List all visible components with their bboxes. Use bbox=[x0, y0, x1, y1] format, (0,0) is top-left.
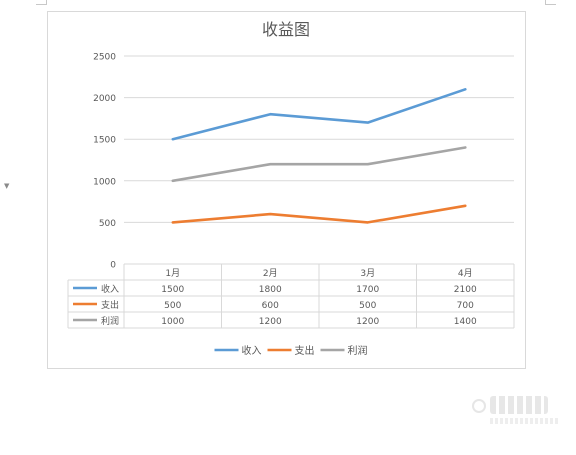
table-cell-value: 2100 bbox=[454, 285, 477, 295]
table-cell-value: 500 bbox=[164, 301, 181, 311]
y-tick-label: 1500 bbox=[93, 136, 116, 146]
page-corner-mark bbox=[545, 0, 556, 5]
series-lines bbox=[171, 88, 467, 224]
category-label: 3月 bbox=[360, 268, 375, 279]
chart-title: 收益图 bbox=[262, 20, 310, 39]
page-corner-mark bbox=[36, 0, 47, 5]
category-label: 2月 bbox=[263, 268, 278, 279]
table-cell-value: 1400 bbox=[454, 317, 477, 327]
table-cell-value: 500 bbox=[359, 301, 376, 311]
legend-label: 利润 bbox=[348, 344, 368, 357]
table-cell-value: 600 bbox=[262, 301, 279, 311]
series-line-3 bbox=[171, 146, 467, 183]
y-axis-ticks: 0 500 1000 1500 2000 2500 bbox=[93, 53, 116, 271]
chart-container[interactable]: 收益图 0 500 1000 1500 2000 2500 1月 2月 3月 4月 收入 1500 1… bbox=[47, 11, 526, 369]
series-line-2 bbox=[171, 204, 467, 224]
category-label: 4月 bbox=[458, 268, 473, 279]
legend-label: 支出 bbox=[295, 344, 315, 357]
table-cell-value: 1200 bbox=[356, 317, 379, 327]
series-line-1 bbox=[171, 88, 467, 141]
table-series-name: 利润 bbox=[101, 315, 119, 327]
table-cell-value: 1800 bbox=[259, 285, 282, 295]
margin-arrow-icon: ▼ bbox=[4, 182, 10, 190]
legend-label: 收入 bbox=[242, 344, 262, 357]
table-series-name: 支出 bbox=[101, 299, 119, 311]
table-cell-value: 700 bbox=[457, 301, 474, 311]
y-tick-label: 2500 bbox=[93, 53, 116, 63]
table-cell-value: 1700 bbox=[356, 285, 379, 295]
table-cell-value: 1200 bbox=[259, 317, 282, 327]
table-series-name: 收入 bbox=[101, 283, 119, 295]
table-cell-value: 1000 bbox=[161, 317, 184, 327]
watermark-logo bbox=[472, 394, 564, 430]
gridlines bbox=[124, 55, 514, 223]
y-tick-label: 1000 bbox=[93, 177, 116, 187]
y-tick-label: 2000 bbox=[93, 94, 116, 104]
y-tick-label: 500 bbox=[99, 219, 116, 229]
category-label: 1月 bbox=[165, 268, 180, 279]
y-tick-label: 0 bbox=[110, 261, 116, 271]
chart-legend: 收入 支出 利润 bbox=[214, 344, 368, 357]
table-cell-value: 1500 bbox=[161, 285, 184, 295]
